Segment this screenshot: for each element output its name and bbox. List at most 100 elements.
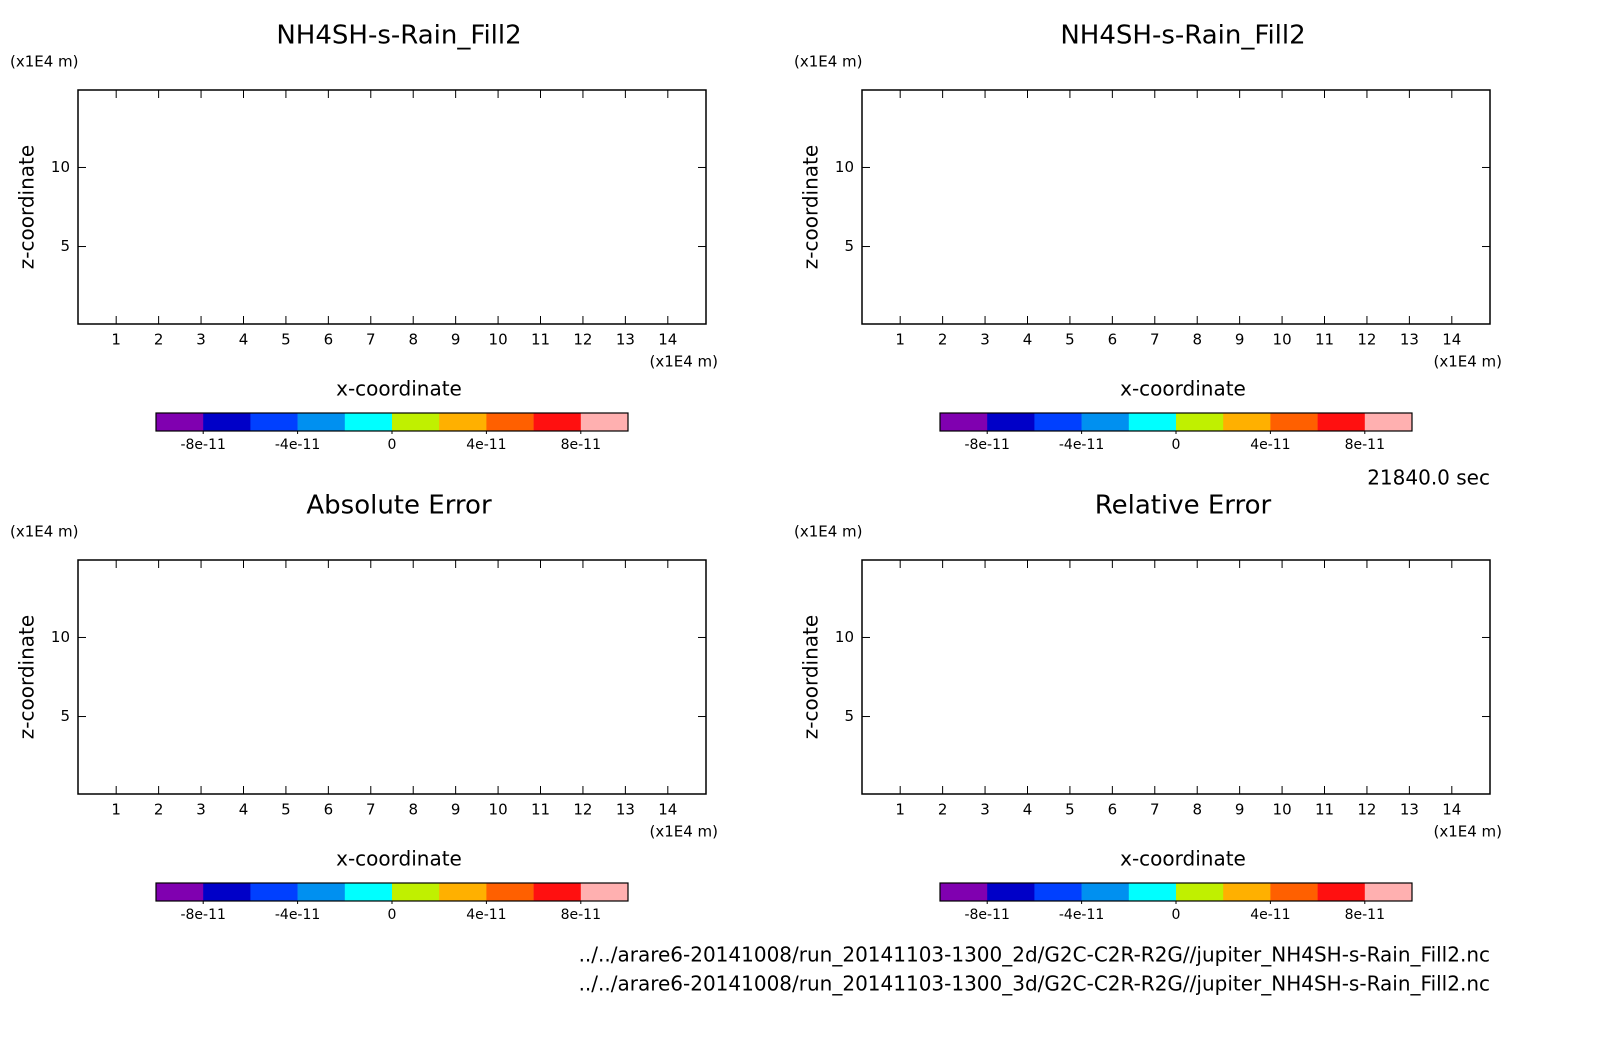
y-axis-label: z-coordinate bbox=[15, 615, 39, 739]
color-swatch bbox=[344, 883, 393, 901]
x-tick-label: 12 bbox=[1357, 331, 1376, 349]
x-tick-label: 5 bbox=[1065, 331, 1075, 349]
x-tick-label: 4 bbox=[239, 801, 249, 819]
color-swatch bbox=[297, 883, 346, 901]
x-tick-label: 9 bbox=[1235, 331, 1245, 349]
x-tick-label: 12 bbox=[573, 801, 592, 819]
colorbar-tick-label: 8e-11 bbox=[1345, 437, 1385, 453]
x-tick-label: 14 bbox=[1442, 801, 1461, 819]
y-axis-label: z-coordinate bbox=[15, 145, 39, 269]
color-swatch bbox=[392, 883, 440, 901]
color-swatch bbox=[486, 413, 534, 431]
x-tick-label: 3 bbox=[196, 331, 206, 349]
color-swatch bbox=[392, 413, 440, 431]
color-swatch bbox=[1364, 413, 1413, 431]
x-axis-label: x-coordinate bbox=[336, 377, 462, 401]
x-tick-label: 12 bbox=[1357, 801, 1376, 819]
y-unit: (x1E4 m) bbox=[10, 523, 79, 541]
x-axis-label: x-coordinate bbox=[336, 847, 462, 871]
colorbar-tick-label: 8e-11 bbox=[1345, 907, 1385, 923]
x-tick-label: 11 bbox=[1315, 801, 1334, 819]
file-path: ../../arare6-20141008/run_20141103-1300_… bbox=[579, 972, 1490, 996]
x-tick-label: 10 bbox=[489, 331, 508, 349]
x-tick-label: 4 bbox=[239, 331, 249, 349]
x-tick-label: 2 bbox=[938, 801, 948, 819]
colorbar-tick-label: 4e-11 bbox=[1250, 437, 1290, 453]
y-unit: (x1E4 m) bbox=[794, 523, 863, 541]
color-swatch bbox=[1270, 883, 1318, 901]
color-swatch bbox=[1034, 413, 1082, 431]
color-swatch bbox=[533, 413, 582, 431]
colorbar-tick-label: 4e-11 bbox=[466, 907, 506, 923]
color-swatch bbox=[1128, 883, 1177, 901]
color-swatch bbox=[1081, 883, 1130, 901]
x-axis-label: x-coordinate bbox=[1120, 377, 1246, 401]
color-swatch bbox=[987, 413, 1035, 431]
x-tick-label: 6 bbox=[324, 801, 334, 819]
x-tick-label: 13 bbox=[1400, 801, 1419, 819]
x-tick-label: 8 bbox=[1192, 331, 1202, 349]
x-tick-label: 10 bbox=[489, 801, 508, 819]
x-unit: (x1E4 m) bbox=[649, 823, 718, 841]
y-tick-label: 5 bbox=[844, 707, 854, 725]
x-tick-label: 14 bbox=[658, 331, 677, 349]
x-tick-label: 7 bbox=[366, 331, 376, 349]
color-swatch bbox=[156, 883, 204, 901]
color-swatch bbox=[344, 413, 393, 431]
x-tick-label: 4 bbox=[1023, 331, 1033, 349]
x-tick-label: 3 bbox=[196, 801, 206, 819]
x-tick-label: 7 bbox=[1150, 801, 1160, 819]
plot-frame bbox=[77, 559, 707, 795]
color-swatch bbox=[250, 883, 298, 901]
x-tick-label: 8 bbox=[1192, 801, 1202, 819]
x-tick-label: 13 bbox=[1400, 331, 1419, 349]
chart-title: NH4SH-s-Rain_Fill2 bbox=[1060, 21, 1305, 51]
y-axis-label: z-coordinate bbox=[799, 615, 823, 739]
plot-frame bbox=[861, 559, 1491, 795]
color-swatch bbox=[297, 413, 346, 431]
color-swatch bbox=[203, 413, 251, 431]
x-tick-label: 8 bbox=[408, 331, 418, 349]
y-unit: (x1E4 m) bbox=[794, 53, 863, 71]
y-tick-label: 5 bbox=[844, 237, 854, 255]
color-swatch bbox=[486, 883, 534, 901]
colorbar-tick-label: 0 bbox=[1172, 907, 1181, 923]
color-swatch bbox=[1034, 883, 1082, 901]
x-tick-label: 6 bbox=[324, 331, 334, 349]
x-unit: (x1E4 m) bbox=[1433, 823, 1502, 841]
colorbar-tick-label: -4e-11 bbox=[275, 907, 320, 923]
x-tick-label: 5 bbox=[281, 801, 291, 819]
color-swatch bbox=[580, 883, 629, 901]
color-swatch bbox=[580, 413, 629, 431]
color-swatch bbox=[1176, 413, 1224, 431]
colorbar-tick-label: 0 bbox=[388, 437, 397, 453]
plot-frame bbox=[861, 89, 1491, 325]
colorbar-tick-label: -8e-11 bbox=[964, 907, 1009, 923]
file-path: ../../arare6-20141008/run_20141103-1300_… bbox=[579, 943, 1490, 967]
color-swatch bbox=[1081, 413, 1130, 431]
y-tick-label: 5 bbox=[60, 707, 70, 725]
x-unit: (x1E4 m) bbox=[649, 353, 718, 371]
x-tick-label: 2 bbox=[154, 331, 164, 349]
y-tick-label: 10 bbox=[51, 628, 70, 646]
x-tick-label: 7 bbox=[366, 801, 376, 819]
x-tick-label: 6 bbox=[1108, 801, 1118, 819]
x-tick-label: 14 bbox=[658, 801, 677, 819]
colorbar-tick-label: -8e-11 bbox=[180, 437, 225, 453]
y-tick-label: 5 bbox=[60, 237, 70, 255]
y-tick-label: 10 bbox=[835, 628, 854, 646]
x-tick-label: 13 bbox=[616, 801, 635, 819]
color-swatch bbox=[987, 883, 1035, 901]
time-label: 21840.0 sec bbox=[1367, 466, 1490, 490]
x-tick-label: 10 bbox=[1273, 331, 1292, 349]
colorbar-tick-label: 8e-11 bbox=[561, 437, 601, 453]
colorbar-tick-label: 0 bbox=[388, 907, 397, 923]
colorbar-tick-label: -4e-11 bbox=[275, 437, 320, 453]
x-tick-label: 12 bbox=[573, 331, 592, 349]
x-tick-label: 6 bbox=[1108, 331, 1118, 349]
x-axis-label: x-coordinate bbox=[1120, 847, 1246, 871]
x-tick-label: 1 bbox=[111, 801, 121, 819]
x-tick-label: 4 bbox=[1023, 801, 1033, 819]
